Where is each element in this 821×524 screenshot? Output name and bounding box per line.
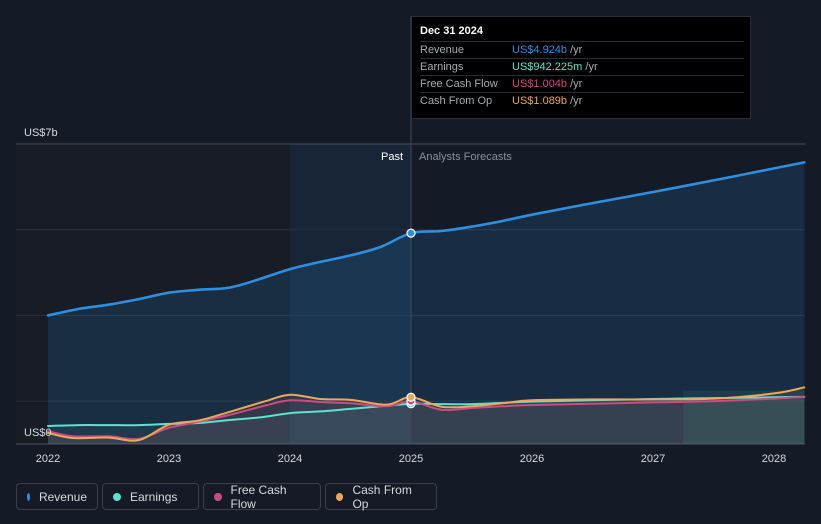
x-tick-label: 2024 <box>278 453 302 465</box>
y-axis-bottom-label: US$0 <box>24 427 52 439</box>
area-free-cash-flow <box>48 396 805 444</box>
tooltip-value: US$1.089b /yr <box>512 95 582 107</box>
legend-item-revenue[interactable]: Revenue <box>16 483 98 510</box>
y-axis-top-label: US$7b <box>24 127 58 139</box>
tooltip-value: US$4.924b /yr <box>512 44 582 56</box>
area-cash-from-op <box>48 387 805 444</box>
legend-label: Cash From Op <box>352 482 412 511</box>
tooltip-row-cash-from-op: Cash From Op US$1.089b /yr <box>420 92 744 109</box>
legend-item-earnings[interactable]: Earnings <box>102 483 199 510</box>
x-tick-label: 2023 <box>157 453 181 465</box>
tooltip-unit: /yr <box>570 78 583 90</box>
legend-item-cash-from-op[interactable]: Cash From Op <box>325 482 437 511</box>
tooltip-value-number: US$4.924b <box>512 44 568 56</box>
x-axis-ticks: 2022 2023 2024 2025 2026 2027 2028 <box>36 453 786 465</box>
tooltip-row-revenue: Revenue US$4.924b /yr <box>420 41 744 58</box>
line-cash-from-op <box>47 386 806 442</box>
series-areas <box>48 162 805 444</box>
marker-revenue <box>406 228 416 238</box>
legend-dot-icon <box>214 492 222 501</box>
x-tick-label: 2026 <box>520 453 544 465</box>
tooltip-label: Earnings <box>420 61 464 73</box>
x-tick-label: 2027 <box>641 453 665 465</box>
legend-dot-icon <box>113 492 121 501</box>
legend-dot-icon <box>27 492 30 501</box>
forecast-label: Analysts Forecasts <box>419 151 512 163</box>
area-earnings <box>48 396 805 444</box>
series-lines <box>46 161 806 442</box>
x-tick-label: 2025 <box>399 453 423 465</box>
tooltip-unit: /yr <box>585 61 598 73</box>
tooltip-value-number: US$1.089b <box>512 95 568 107</box>
tooltip-value: US$942.225m /yr <box>512 61 598 73</box>
legend-label: Revenue <box>38 489 87 504</box>
cursor-markers <box>406 228 416 409</box>
marker-cash-from-op <box>406 392 416 402</box>
tooltip-unit: /yr <box>570 95 583 107</box>
x-tick-label: 2022 <box>36 453 60 465</box>
tooltip-label: Free Cash Flow <box>420 78 498 90</box>
legend-item-free-cash-flow[interactable]: Free Cash Flow <box>203 482 321 511</box>
tooltip-date: Dec 31 2024 <box>420 25 483 37</box>
past-label: Past <box>381 151 403 163</box>
x-tick-label: 2028 <box>762 453 786 465</box>
tooltip-value: US$1.004b /yr <box>512 78 582 90</box>
last-year-highlight <box>290 144 411 444</box>
tooltip-value-number: US$942.225m <box>512 61 583 73</box>
tooltip-row-free-cash-flow: Free Cash Flow US$1.004b /yr <box>420 75 744 92</box>
tooltip-row-earnings: Earnings US$942.225m /yr <box>420 58 744 75</box>
legend-dot-icon <box>336 492 344 501</box>
line-revenue <box>46 161 806 317</box>
tooltip-label: Cash From Op <box>420 95 493 107</box>
tooltip-label: Revenue <box>420 44 465 56</box>
legend-label: Earnings <box>130 489 178 504</box>
tooltip-unit: /yr <box>570 44 583 56</box>
legend-label: Free Cash Flow <box>230 482 287 511</box>
area-revenue <box>48 162 805 444</box>
tooltip-value-number: US$1.004b <box>512 78 568 90</box>
tooltip: Dec 31 2024 Revenue US$4.924b /yr Earnin… <box>411 16 751 119</box>
